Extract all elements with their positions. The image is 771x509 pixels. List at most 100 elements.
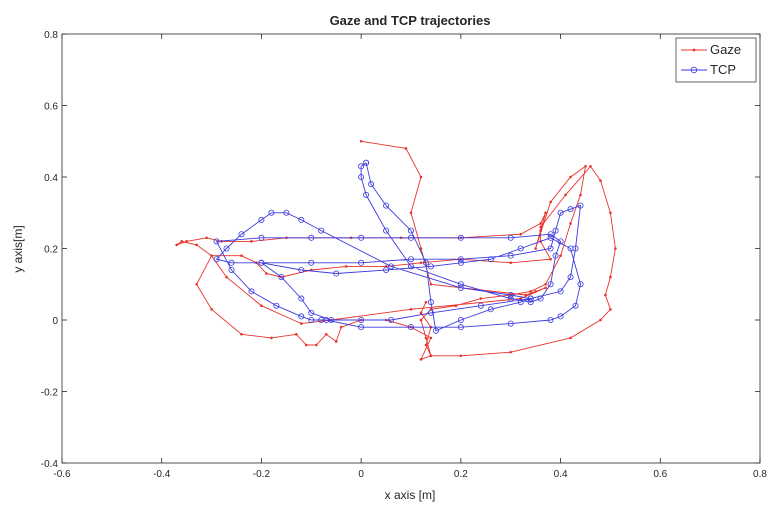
data-point-tcp: [567, 206, 574, 213]
data-point-gaze: [549, 200, 552, 204]
y-tick-label: 0.2: [44, 245, 58, 256]
legend-marker-gaze: [692, 48, 696, 52]
data-point-tcp: [422, 259, 429, 266]
data-point-tcp: [577, 281, 584, 288]
data-point-gaze: [524, 293, 527, 297]
data-point-tcp: [308, 309, 315, 316]
data-point-tcp: [318, 227, 325, 234]
data-point-tcp: [248, 288, 255, 295]
data-point-gaze: [509, 261, 513, 265]
data-point-tcp: [487, 306, 494, 313]
data-point-gaze: [295, 333, 298, 336]
data-point-tcp: [363, 191, 370, 198]
data-point-tcp: [547, 245, 554, 252]
data-point-gaze: [429, 282, 433, 286]
data-point-tcp: [567, 245, 574, 252]
data-point-tcp: [358, 234, 365, 241]
series-tcp: [213, 159, 584, 334]
y-tick-label: -0.2: [41, 388, 59, 399]
data-point-gaze: [270, 336, 273, 340]
data-point-tcp: [383, 266, 390, 273]
data-point-tcp: [273, 302, 280, 309]
data-point-tcp: [457, 284, 464, 291]
data-point-gaze: [589, 164, 592, 168]
data-point-tcp: [577, 202, 584, 209]
data-point-gaze: [519, 232, 522, 236]
data-point-gaze: [419, 175, 423, 179]
data-point-gaze: [454, 304, 458, 308]
data-point-gaze: [549, 257, 552, 261]
data-point-gaze: [314, 343, 318, 347]
data-point-gaze: [324, 333, 328, 336]
data-point-gaze: [175, 243, 178, 247]
data-point-tcp: [388, 316, 395, 323]
data-point-tcp: [228, 266, 235, 273]
data-point-tcp: [427, 299, 434, 306]
data-point-gaze: [250, 240, 253, 243]
data-point-gaze: [534, 247, 537, 250]
data-point-gaze: [509, 350, 513, 354]
data-point-gaze: [569, 222, 572, 225]
data-point-tcp: [358, 259, 365, 266]
data-point-tcp: [527, 299, 534, 306]
y-tick-label: 0.8: [44, 30, 58, 41]
data-point-tcp: [552, 227, 559, 234]
x-tick-label: 0: [358, 469, 364, 480]
data-point-gaze: [195, 282, 198, 286]
data-point-gaze: [334, 340, 338, 343]
data-point-tcp: [358, 173, 365, 180]
data-point-tcp: [358, 324, 365, 331]
data-point-tcp: [457, 234, 464, 241]
legend-label-tcp: TCP: [710, 62, 736, 77]
legend: Gaze TCP: [675, 37, 757, 83]
legend-box: [675, 37, 757, 83]
data-point-tcp: [298, 313, 305, 320]
data-point-tcp: [552, 252, 559, 259]
data-point-tcp: [238, 231, 245, 238]
x-tick-label: -0.6: [53, 469, 71, 480]
data-point-gaze: [300, 322, 303, 325]
data-point-gaze: [419, 247, 423, 250]
data-point-tcp: [358, 163, 365, 170]
data-point-tcp: [507, 295, 514, 302]
data-point-tcp: [407, 324, 414, 331]
data-point-tcp: [333, 270, 340, 277]
data-point-gaze: [265, 272, 268, 275]
data-point-gaze: [424, 336, 428, 340]
data-point-gaze: [260, 304, 263, 308]
data-point-gaze: [544, 211, 547, 215]
data-point-gaze: [539, 229, 542, 232]
data-point-tcp: [368, 181, 375, 188]
data-point-tcp: [547, 316, 554, 323]
data-point-tcp: [457, 324, 464, 331]
data-point-gaze: [564, 193, 567, 197]
x-tick-label: 0.8: [753, 469, 767, 480]
data-point-tcp: [457, 316, 464, 323]
data-point-tcp: [507, 291, 514, 298]
x-tick-label: 0.4: [554, 469, 568, 480]
data-point-gaze: [534, 290, 537, 293]
data-point-tcp: [258, 259, 265, 266]
data-point-tcp: [383, 227, 390, 234]
data-point-gaze: [409, 307, 413, 311]
y-tick-label: -0.4: [41, 459, 59, 470]
data-point-tcp: [487, 256, 494, 263]
data-point-gaze: [180, 240, 183, 243]
data-point-tcp: [557, 209, 564, 216]
data-point-gaze: [409, 211, 413, 215]
data-point-gaze: [599, 318, 602, 322]
data-point-gaze: [210, 307, 213, 311]
data-point-gaze: [569, 336, 572, 340]
data-point-gaze: [429, 354, 433, 358]
data-point-tcp: [547, 281, 554, 288]
data-point-tcp: [517, 299, 524, 306]
data-point-gaze: [225, 275, 228, 279]
data-point-tcp: [283, 209, 290, 216]
y-tick-label: 0.4: [44, 173, 58, 184]
data-point-tcp: [477, 302, 484, 309]
data-point-tcp: [547, 234, 554, 241]
data-point-gaze: [529, 290, 532, 293]
x-tick-label: -0.2: [253, 469, 271, 480]
data-point-gaze: [240, 254, 243, 257]
